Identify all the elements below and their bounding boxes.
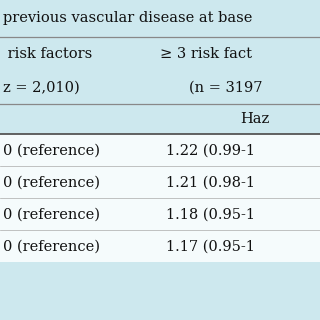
Text: risk factors: risk factors: [3, 47, 92, 60]
Text: (n = 3197: (n = 3197: [189, 80, 262, 94]
Bar: [0, 230, 320, 262]
Text: 1.17 (0.95-1: 1.17 (0.95-1: [166, 239, 255, 253]
Text: Haz: Haz: [240, 112, 269, 126]
Text: 0 (reference): 0 (reference): [3, 239, 100, 253]
Text: 1.22 (0.99-1: 1.22 (0.99-1: [166, 143, 255, 157]
Bar: [0, 0, 320, 37]
Text: ≥ 3 risk fact: ≥ 3 risk fact: [160, 47, 252, 60]
Bar: [0, 37, 320, 70]
Bar: [0, 104, 320, 134]
Bar: [0, 70, 320, 104]
Text: 0 (reference): 0 (reference): [3, 175, 100, 189]
Text: 1.18 (0.95-1: 1.18 (0.95-1: [166, 207, 255, 221]
Text: 0 (reference): 0 (reference): [3, 143, 100, 157]
Bar: [0, 198, 320, 230]
Text: 0 (reference): 0 (reference): [3, 207, 100, 221]
Text: 1.21 (0.98-1: 1.21 (0.98-1: [166, 175, 255, 189]
Bar: [0, 166, 320, 198]
Text: z = 2,010): z = 2,010): [3, 80, 80, 94]
Text: previous vascular disease at base: previous vascular disease at base: [3, 12, 252, 25]
Bar: [0, 134, 320, 166]
